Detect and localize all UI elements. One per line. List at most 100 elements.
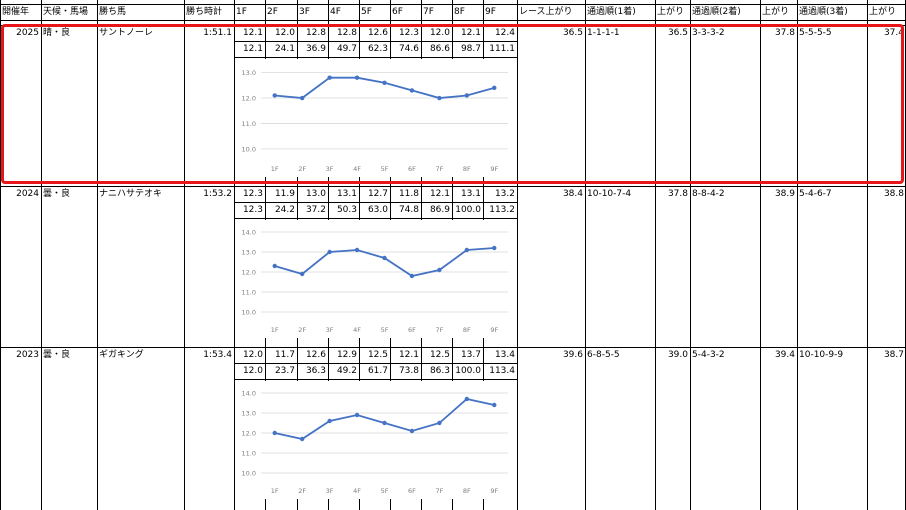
last3[interactable]: 37.4 [883,28,904,38]
cumulative-cell-9[interactable]: 111.1 [489,44,515,54]
pass1[interactable]: 10-10-7-4 [587,189,632,199]
race-winner[interactable]: ナニハサテオキ [99,189,163,199]
lap-cell-5[interactable]: 12.5 [367,350,388,360]
lap-cell-5[interactable]: 12.6 [367,28,388,38]
cumulative-cell-8[interactable]: 100.0 [455,366,481,376]
race-year[interactable]: 2023 [16,350,39,360]
lap-cell-4[interactable]: 13.1 [336,189,357,199]
last3[interactable]: 38.7 [883,350,904,360]
lap-cell-6[interactable]: 12.3 [398,28,419,38]
race-year[interactable]: 2025 [16,28,39,38]
last1[interactable]: 37.8 [667,189,688,199]
header-winner[interactable]: 勝ち馬 [99,7,127,17]
lap-cell-8[interactable]: 12.1 [460,28,481,38]
cumulative-cell-1[interactable]: 12.1 [242,44,263,54]
cumulative-cell-4[interactable]: 49.7 [336,44,357,54]
cumulative-cell-5[interactable]: 62.3 [367,44,388,54]
race-winner[interactable]: ギガキング [99,350,144,360]
header-last3[interactable]: 上がり [869,7,897,17]
cumulative-cell-6[interactable]: 74.8 [398,205,419,215]
pass3[interactable]: 5-4-6-7 [799,189,832,199]
cumulative-cell-4[interactable]: 50.3 [336,205,357,215]
last3[interactable]: 38.8 [883,189,904,199]
last2[interactable]: 38.9 [774,189,795,199]
lap-cell-8[interactable]: 13.7 [460,350,481,360]
header-year[interactable]: 開催年 [2,7,30,17]
pass3[interactable]: 10-10-9-9 [799,350,844,360]
header-pass1[interactable]: 通過順(1着) [587,7,636,17]
cumulative-cell-6[interactable]: 73.8 [398,366,419,376]
header-last1[interactable]: 上がり [657,7,685,17]
lap-cell-5[interactable]: 12.7 [367,189,388,199]
lap-cell-4[interactable]: 12.9 [336,350,357,360]
pass2[interactable]: 8-8-4-2 [692,189,725,199]
cumulative-cell-2[interactable]: 23.7 [274,366,295,376]
header-pass2[interactable]: 通過順(2着) [692,7,741,17]
lap-cell-9[interactable]: 13.2 [494,189,515,199]
cumulative-cell-7[interactable]: 86.9 [429,205,450,215]
header-last2[interactable]: 上がり [762,7,790,17]
cumulative-cell-1[interactable]: 12.3 [242,205,263,215]
race-last[interactable]: 38.4 [562,189,583,199]
cumulative-cell-4[interactable]: 49.2 [336,366,357,376]
cumulative-cell-8[interactable]: 100.0 [455,205,481,215]
lap-cell-6[interactable]: 11.8 [398,189,419,199]
lap-cell-6[interactable]: 12.1 [398,350,419,360]
race-time[interactable]: 1:53.4 [203,350,232,360]
lap-cell-4[interactable]: 12.8 [336,28,357,38]
header-lap-4[interactable]: 4F [330,7,341,17]
lap-cell-3[interactable]: 12.6 [305,350,326,360]
cumulative-cell-5[interactable]: 61.7 [367,366,388,376]
lap-cell-8[interactable]: 13.1 [460,189,481,199]
lap-chart[interactable]: 14.0 13.0 12.0 11.0 10.0 1F 2F 3F 4F 5F 6F 7F 8F 9F [235,220,516,338]
lap-cell-3[interactable]: 12.8 [305,28,326,38]
race-last[interactable]: 39.6 [562,350,583,360]
pass3[interactable]: 5-5-5-5 [799,28,832,38]
lap-chart[interactable]: 14.0 13.0 12.0 11.0 10.0 1F 2F 3F 4F 5F 6F 7F 8F 9F [235,381,516,499]
cumulative-cell-2[interactable]: 24.2 [274,205,295,215]
pass1[interactable]: 6-8-5-5 [587,350,620,360]
lap-chart[interactable]: 13.0 12.0 11.0 10.0 1F 2F 3F 4F 5F 6F 7F 8F 9F [235,59,516,177]
lap-cell-9[interactable]: 12.4 [494,28,515,38]
cumulative-cell-5[interactable]: 63.0 [367,205,388,215]
lap-cell-2[interactable]: 12.0 [274,28,295,38]
cumulative-cell-9[interactable]: 113.2 [489,205,515,215]
lap-cell-3[interactable]: 13.0 [305,189,326,199]
cumulative-cell-9[interactable]: 113.4 [489,366,515,376]
cumulative-cell-7[interactable]: 86.6 [429,44,450,54]
cumulative-cell-1[interactable]: 12.0 [242,366,263,376]
race-time[interactable]: 1:53.2 [203,189,232,199]
lap-cell-1[interactable]: 12.0 [242,350,263,360]
lap-cell-7[interactable]: 12.1 [429,189,450,199]
header-lap-3[interactable]: 3F [299,7,310,17]
lap-cell-7[interactable]: 12.0 [429,28,450,38]
last1[interactable]: 39.0 [667,350,688,360]
race-weather[interactable]: 曇・良 [43,189,71,199]
header-lap-2[interactable]: 2F [267,7,278,17]
race-weather[interactable]: 晴・良 [43,28,71,38]
race-weather[interactable]: 曇・良 [43,350,71,360]
race-last[interactable]: 36.5 [562,28,583,38]
header-pass3[interactable]: 通過順(3着) [799,7,848,17]
race-year[interactable]: 2024 [16,189,39,199]
cumulative-cell-3[interactable]: 36.3 [305,366,326,376]
cumulative-cell-2[interactable]: 24.1 [274,44,295,54]
pass2[interactable]: 3-3-3-2 [692,28,725,38]
cumulative-cell-6[interactable]: 74.6 [398,44,419,54]
lap-cell-2[interactable]: 11.9 [274,189,295,199]
header-lap-1[interactable]: 1F [236,7,247,17]
cumulative-cell-8[interactable]: 98.7 [460,44,481,54]
lap-cell-2[interactable]: 11.7 [274,350,295,360]
header-lap-5[interactable]: 5F [361,7,372,17]
cumulative-cell-7[interactable]: 86.3 [429,366,450,376]
last1[interactable]: 36.5 [667,28,688,38]
lap-cell-7[interactable]: 12.5 [429,350,450,360]
header-lap-7[interactable]: 7F [423,7,434,17]
race-winner[interactable]: サントノーレ [99,28,154,38]
last2[interactable]: 37.8 [774,28,795,38]
header-race-last[interactable]: レース上がり [519,7,573,17]
header-time[interactable]: 勝ち時計 [186,7,223,17]
lap-cell-1[interactable]: 12.1 [242,28,263,38]
cumulative-cell-3[interactable]: 36.9 [305,44,326,54]
header-lap-8[interactable]: 8F [454,7,465,17]
